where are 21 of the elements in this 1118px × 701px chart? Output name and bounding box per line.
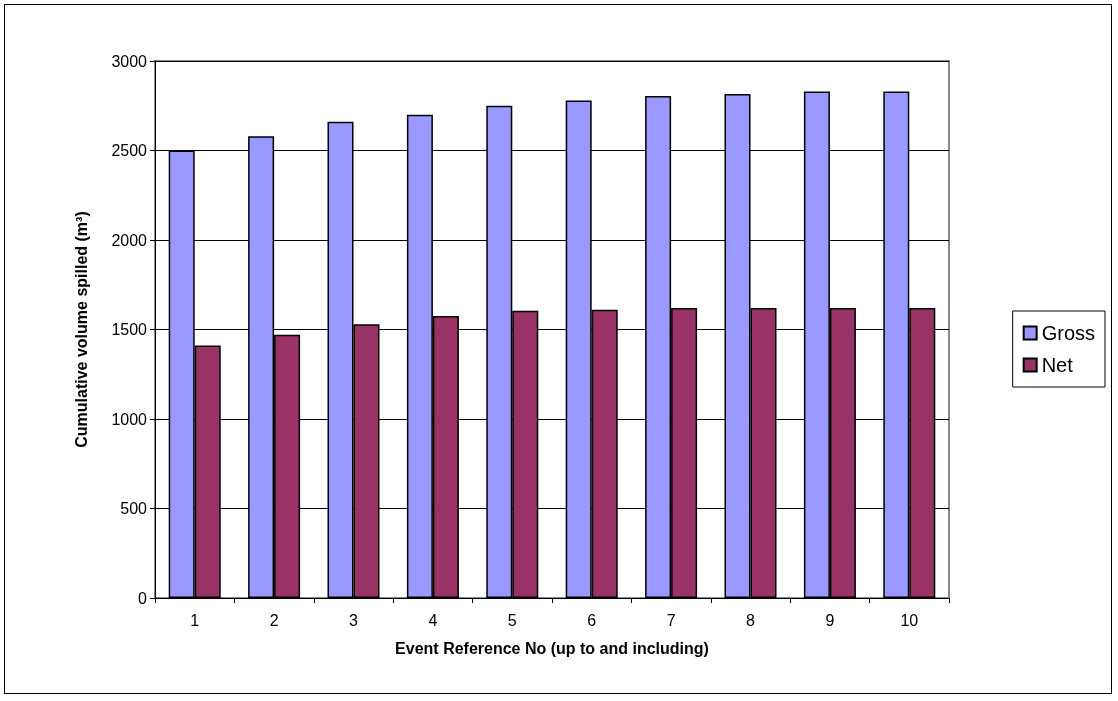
x-tick-label: 2: [269, 611, 279, 629]
x-tick-label: 6: [587, 611, 597, 629]
y-tick-label: 1500: [111, 321, 148, 338]
x-tick-label: 10: [900, 611, 919, 629]
y-tick-label: 2000: [111, 231, 148, 249]
y-tick-label: 1000: [111, 410, 148, 428]
legend-label: Gross: [1041, 322, 1095, 344]
legend-label: Net: [1041, 354, 1074, 376]
x-tick-label: 8: [746, 611, 756, 629]
x-tick-label: 5: [507, 611, 517, 629]
x-tick-label: 9: [825, 611, 835, 629]
x-axis-title: Event Reference No (up to and including): [395, 639, 709, 657]
y-tick-label: 2500: [111, 142, 148, 159]
y-tick-label: 3000: [111, 52, 148, 70]
x-tick-label: 7: [666, 611, 676, 629]
x-tick-label: 1: [190, 611, 200, 629]
x-tick-label: 3: [349, 611, 359, 629]
y-tick-label: 0: [138, 589, 148, 607]
y-axis-title: Cumulative volume spilled (m³): [72, 211, 90, 448]
y-tick-label: 500: [120, 500, 148, 517]
x-tick-label: 4: [428, 611, 438, 629]
